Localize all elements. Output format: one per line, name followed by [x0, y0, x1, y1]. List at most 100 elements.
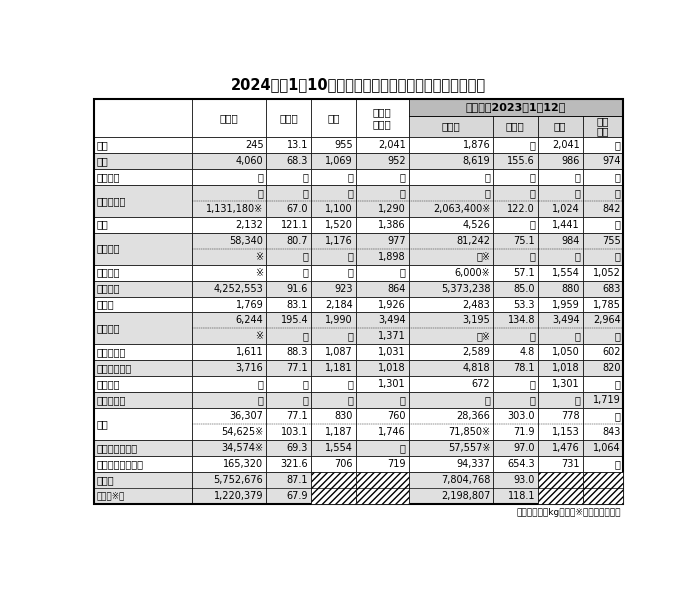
Bar [192, 185, 266, 217]
Text: 820: 820 [602, 363, 621, 374]
Text: 1,520: 1,520 [326, 220, 353, 230]
Bar [192, 345, 266, 361]
Bar [94, 392, 192, 408]
Text: 1,290: 1,290 [378, 204, 406, 214]
Bar [409, 99, 624, 116]
Text: 前年比: 前年比 [279, 113, 298, 123]
Bar [409, 281, 493, 297]
Text: －: － [302, 332, 308, 342]
Text: 195.4: 195.4 [281, 316, 308, 326]
Text: 955: 955 [335, 140, 353, 150]
Bar [192, 440, 266, 456]
Text: 輸入量: 輸入量 [220, 113, 238, 123]
Bar [94, 169, 192, 185]
Bar [266, 233, 311, 265]
Bar [94, 99, 192, 137]
Bar [94, 456, 192, 472]
Text: －: － [302, 379, 308, 389]
Bar [409, 265, 493, 281]
Text: 57.1: 57.1 [513, 268, 535, 278]
Bar [311, 345, 356, 361]
Text: －: － [347, 395, 353, 405]
Text: 88.3: 88.3 [287, 348, 308, 358]
Text: 5,752,676: 5,752,676 [214, 475, 263, 485]
Text: 155.6: 155.6 [508, 156, 535, 165]
Text: 2,589: 2,589 [462, 348, 490, 358]
Bar [192, 376, 266, 392]
Bar [582, 137, 624, 153]
Text: 1,220,379: 1,220,379 [214, 491, 263, 501]
Bar [94, 472, 192, 504]
Bar [266, 185, 311, 217]
Text: ※: ※ [256, 252, 263, 262]
Bar [311, 361, 356, 376]
Text: －: － [347, 379, 353, 389]
Bar [409, 185, 493, 217]
Text: 81,242: 81,242 [456, 236, 490, 246]
Bar [311, 440, 356, 456]
Bar [356, 153, 409, 169]
Bar [582, 153, 624, 169]
Bar [94, 99, 624, 504]
Text: －: － [400, 395, 406, 405]
Bar [356, 472, 409, 504]
Bar [493, 440, 538, 456]
Text: ニュージーランド: ニュージーランド [97, 459, 144, 469]
Text: 5,373,238: 5,373,238 [441, 284, 490, 294]
Text: 830: 830 [335, 411, 353, 421]
Text: ベトナム: ベトナム [97, 172, 120, 182]
Text: 75.1: 75.1 [513, 236, 535, 246]
Bar [538, 345, 582, 361]
Bar [192, 217, 266, 233]
Bar [582, 297, 624, 313]
Bar [538, 472, 582, 504]
Bar [493, 376, 538, 392]
Bar [582, 185, 624, 217]
Text: 83.1: 83.1 [287, 300, 308, 310]
Text: －: － [529, 140, 535, 150]
Bar [94, 265, 192, 281]
Text: 843: 843 [603, 427, 621, 437]
Bar [94, 440, 192, 456]
Text: 1,301: 1,301 [552, 379, 580, 389]
Bar [538, 440, 582, 456]
Text: 1,087: 1,087 [326, 348, 353, 358]
Bar [192, 99, 266, 137]
Text: 67.9: 67.9 [287, 491, 308, 501]
Text: 1,069: 1,069 [326, 156, 353, 165]
Bar [311, 169, 356, 185]
Bar [311, 297, 356, 313]
Text: 英国: 英国 [97, 220, 108, 230]
Text: 4,526: 4,526 [462, 220, 490, 230]
Bar [538, 281, 582, 297]
Text: －: － [529, 172, 535, 182]
Text: －: － [574, 172, 580, 182]
Text: 前年同: 前年同 [373, 107, 391, 117]
Bar [356, 265, 409, 281]
Bar [311, 153, 356, 169]
Text: －※: －※ [476, 332, 490, 342]
Bar [582, 99, 624, 137]
Bar [311, 185, 356, 217]
Text: 134.8: 134.8 [508, 316, 535, 326]
Text: －: － [302, 188, 308, 198]
Bar [356, 440, 409, 456]
Text: 165,320: 165,320 [223, 459, 263, 469]
Text: 778: 778 [561, 411, 580, 421]
Text: －: － [400, 268, 406, 278]
Text: －: － [400, 443, 406, 453]
Text: 1,876: 1,876 [463, 140, 490, 150]
Text: －: － [615, 220, 621, 230]
Bar [582, 345, 624, 361]
Text: 8,619: 8,619 [463, 156, 490, 165]
Text: 984: 984 [561, 236, 580, 246]
Text: －※: －※ [476, 252, 490, 262]
Text: 245: 245 [245, 140, 263, 150]
Text: 2,483: 2,483 [463, 300, 490, 310]
Bar [409, 392, 493, 408]
Text: 3,494: 3,494 [552, 316, 580, 326]
Bar [538, 472, 582, 504]
Bar [266, 297, 311, 313]
Bar [266, 361, 311, 376]
Bar [311, 99, 356, 137]
